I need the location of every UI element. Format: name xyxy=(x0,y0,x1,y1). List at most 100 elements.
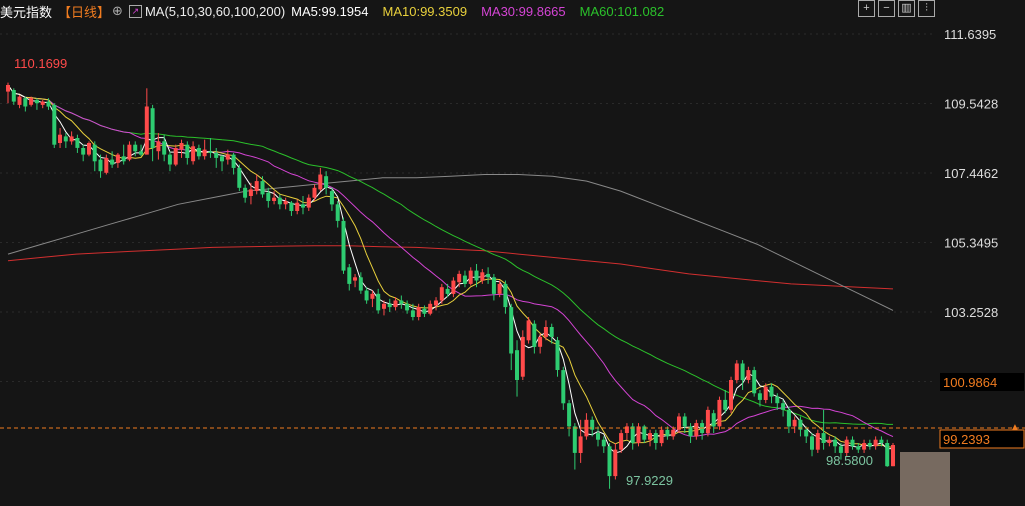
candle xyxy=(798,416,803,437)
candle-body xyxy=(833,439,838,447)
candle xyxy=(862,439,867,453)
candle xyxy=(329,187,334,211)
period-label[interactable]: 【日线】 xyxy=(58,4,111,20)
candle-body xyxy=(393,300,398,308)
candle-body xyxy=(92,144,97,162)
current-price: 99.2393 xyxy=(943,432,990,447)
candle xyxy=(775,393,780,410)
candle-body xyxy=(121,156,126,162)
candle xyxy=(694,419,699,440)
candle-body xyxy=(87,143,91,155)
candle-body xyxy=(549,327,554,337)
settings-icon[interactable]: ⊕ xyxy=(112,3,123,18)
candle xyxy=(254,174,259,195)
candle xyxy=(677,413,681,434)
candle xyxy=(150,104,155,162)
candle xyxy=(665,426,670,440)
candle-body xyxy=(214,152,219,158)
candle-body xyxy=(150,108,155,148)
chart-grid xyxy=(0,33,935,382)
candle xyxy=(457,270,462,288)
candle xyxy=(69,131,74,145)
candle xyxy=(827,436,832,447)
candle-body xyxy=(208,151,213,153)
candle-body xyxy=(17,96,22,105)
candle xyxy=(243,184,248,203)
candle-body xyxy=(891,445,895,467)
zoom-in-icon[interactable]: + xyxy=(858,0,875,17)
candle xyxy=(520,330,525,381)
candle-body xyxy=(705,409,710,434)
ma-params: MA(5,10,30,60,100,200) xyxy=(144,3,286,19)
candle xyxy=(682,413,687,434)
chart-header: 美元指数 【日线】 ⊕ ↗ MA(5,10,30,60,100,200) MA5… xyxy=(0,0,840,22)
candle-body xyxy=(324,176,329,188)
arrow-up-icon: ▲ xyxy=(1010,422,1020,433)
candle-body xyxy=(810,436,814,450)
candle-body xyxy=(225,154,230,160)
candle-body xyxy=(636,426,641,443)
moving-averages xyxy=(7,84,894,454)
chart-toolbar: + − ▥ ⫶ xyxy=(858,0,935,17)
candle-body xyxy=(821,433,826,443)
candle xyxy=(451,277,456,298)
candle-body xyxy=(509,307,514,354)
candle xyxy=(763,383,768,404)
candle xyxy=(752,366,757,397)
candle-body xyxy=(34,99,39,104)
candle xyxy=(445,283,450,298)
candle-body xyxy=(358,277,363,291)
candle xyxy=(688,423,693,444)
candle-body xyxy=(671,429,676,437)
candle-body xyxy=(283,201,288,205)
candle xyxy=(769,383,774,404)
candle xyxy=(295,199,300,215)
candle-body xyxy=(798,419,803,430)
candle-body xyxy=(428,303,433,314)
candle xyxy=(162,134,167,162)
candle-body xyxy=(52,104,57,145)
candle-body xyxy=(220,156,224,162)
candle-body xyxy=(746,370,751,380)
candle-body xyxy=(133,144,138,152)
candle xyxy=(543,320,548,341)
candle xyxy=(353,273,357,288)
candle xyxy=(653,429,658,450)
chart-type-icon[interactable]: ▥ xyxy=(898,0,915,17)
candle-body xyxy=(659,429,664,444)
candle xyxy=(648,429,652,447)
candle xyxy=(630,423,635,450)
candle xyxy=(29,96,34,107)
ma-indicator-icon[interactable]: ↗ xyxy=(128,4,142,18)
candle-body xyxy=(196,148,201,157)
candle-body xyxy=(115,154,120,163)
candle xyxy=(526,317,531,344)
candle xyxy=(358,272,363,294)
candle-body xyxy=(179,143,184,150)
marker-price-tag: 100.9864 xyxy=(940,373,1024,391)
candle-body xyxy=(613,449,618,477)
zoom-out-icon[interactable]: − xyxy=(878,0,895,17)
candle-body xyxy=(434,300,438,306)
candle xyxy=(850,436,855,450)
candle xyxy=(613,443,618,480)
candle-body xyxy=(329,191,334,205)
candle-body xyxy=(254,181,259,191)
candle xyxy=(590,416,595,437)
candle xyxy=(549,323,554,344)
candle xyxy=(607,443,612,489)
candle-body xyxy=(584,419,589,437)
candle-body xyxy=(306,197,311,208)
candle-body xyxy=(353,277,357,281)
candle-body xyxy=(451,280,456,294)
y-tick-label: 109.5428 xyxy=(944,96,998,111)
candle xyxy=(63,133,68,148)
candle xyxy=(75,134,80,153)
indicator-icon[interactable]: ⫶ xyxy=(918,0,935,17)
candle-body xyxy=(497,283,502,294)
ma5-value: MA5:99.1954 xyxy=(291,3,369,19)
candle xyxy=(289,201,294,216)
candle-body xyxy=(596,433,600,440)
candle xyxy=(387,298,392,313)
